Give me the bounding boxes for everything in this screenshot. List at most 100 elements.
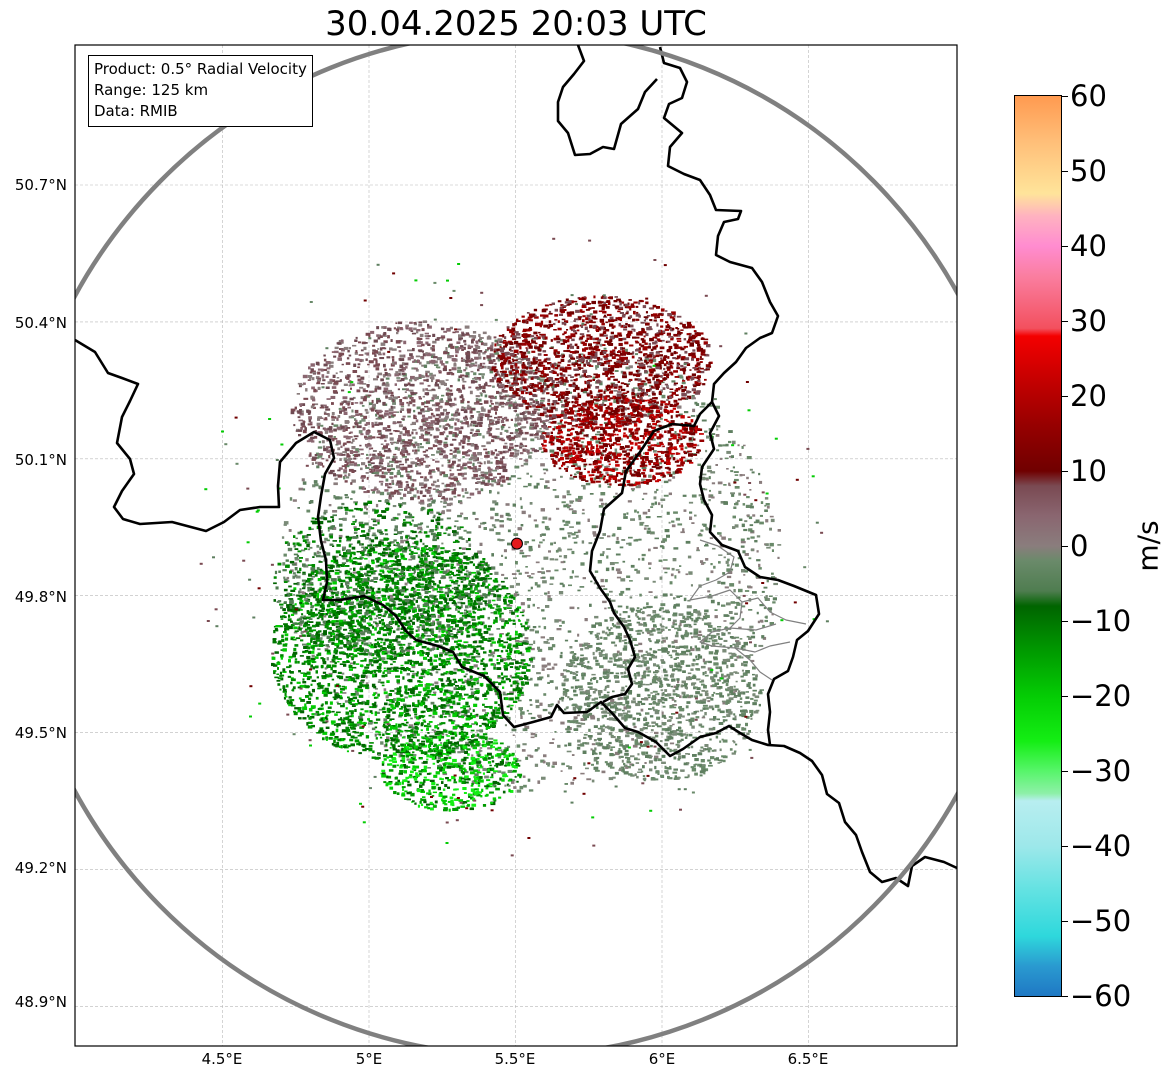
echo-pixel xyxy=(367,592,371,594)
echo-pixel xyxy=(426,727,429,731)
echo-pixel xyxy=(419,443,422,446)
echo-pixel xyxy=(524,571,529,574)
echo-pixel xyxy=(568,584,572,587)
echo-pixel xyxy=(455,745,458,748)
echo-pixel xyxy=(706,435,710,439)
echo-pixel xyxy=(408,553,414,555)
echo-pixel xyxy=(487,577,492,580)
echo-pixel xyxy=(551,765,555,768)
echo-pixel xyxy=(332,581,337,585)
echo-pixel xyxy=(698,630,702,633)
echo-pixel xyxy=(417,554,421,558)
echo-pixel xyxy=(369,706,372,708)
echo-pixel xyxy=(764,597,770,601)
echo-pixel xyxy=(514,423,518,427)
echo-pixel xyxy=(365,682,369,686)
echo-pixel xyxy=(687,599,691,602)
echo-pixel xyxy=(475,722,478,726)
echo-pixel xyxy=(739,453,742,457)
echo-pixel xyxy=(359,630,364,633)
echo-pixel xyxy=(476,429,480,431)
echo-pixel xyxy=(535,749,539,751)
echo-pixel xyxy=(467,646,470,648)
echo-pixel xyxy=(520,505,523,509)
echo-pixel xyxy=(678,413,683,417)
echo-pixel xyxy=(494,649,500,652)
echo-pixel xyxy=(549,583,554,585)
echo-pixel xyxy=(423,630,428,635)
echo-pixel xyxy=(622,704,626,706)
echo-pixel xyxy=(606,548,611,550)
echo-pixel xyxy=(508,643,512,647)
echo-pixel xyxy=(699,406,705,408)
echo-pixel xyxy=(349,662,355,665)
echo-pixel xyxy=(727,558,730,562)
echo-pixel xyxy=(637,629,643,632)
echo-pixel xyxy=(399,577,404,581)
echo-pixel xyxy=(512,734,515,736)
echo-pixel xyxy=(402,703,407,706)
echo-pixel xyxy=(607,483,612,485)
echo-pixel xyxy=(430,701,435,705)
echo-pixel xyxy=(547,595,551,598)
echo-pixel xyxy=(531,573,535,575)
echo-pixel xyxy=(587,518,590,522)
echo-pixel xyxy=(740,538,745,541)
echo-pixel xyxy=(492,423,498,425)
echo-pixel xyxy=(426,555,430,557)
echo-pixel xyxy=(707,590,711,593)
echo-pixel xyxy=(623,706,628,710)
echo-pixel xyxy=(474,696,477,700)
echo-pixel xyxy=(342,738,346,741)
echo-pixel xyxy=(413,409,416,413)
echo-pixel xyxy=(340,738,345,742)
echo-pixel xyxy=(299,602,302,604)
echo-pixel xyxy=(602,402,605,404)
echo-pixel xyxy=(528,576,534,579)
echo-pixel xyxy=(594,525,599,528)
echo-pixel xyxy=(318,713,321,716)
echo-pixel xyxy=(453,574,457,577)
echo-pixel xyxy=(373,581,378,583)
echo-pixel xyxy=(675,717,680,720)
echo-pixel xyxy=(425,692,429,695)
echo-pixel xyxy=(382,559,387,562)
echo-pixel xyxy=(473,703,478,707)
echo-pixel xyxy=(357,734,362,737)
echo-pixel xyxy=(367,718,370,721)
echo-pixel xyxy=(340,641,344,645)
echo-pixel xyxy=(423,563,427,565)
echo-pixel xyxy=(490,461,493,464)
echo-pixel xyxy=(519,677,523,681)
echo-pixel xyxy=(427,723,431,725)
echo-pixel xyxy=(390,738,396,742)
echo-pixel xyxy=(492,579,496,582)
echo-pixel xyxy=(333,689,336,693)
echo-pixel xyxy=(615,468,619,471)
echo-pixel xyxy=(337,658,342,660)
echo-pixel xyxy=(527,351,531,354)
echo-pixel xyxy=(423,694,428,697)
echo-pixel xyxy=(732,515,736,519)
echo-pixel xyxy=(306,611,312,614)
echo-pixel xyxy=(499,617,502,621)
echo-pixel xyxy=(368,662,372,666)
echo-pixel xyxy=(701,477,706,481)
echo-pixel xyxy=(428,587,431,590)
echo-pixel xyxy=(694,645,697,649)
echo-pixel xyxy=(653,709,658,712)
echo-pixel xyxy=(496,597,501,601)
echo-pixel xyxy=(559,527,565,531)
echo-pixel xyxy=(509,611,513,614)
echo-pixel xyxy=(497,703,500,706)
echo-pixel xyxy=(522,665,527,669)
echo-pixel xyxy=(498,638,501,641)
echo-pixel xyxy=(476,411,481,413)
echo-pixel xyxy=(277,677,282,680)
echo-pixel xyxy=(507,745,511,748)
echo-pixel xyxy=(383,471,388,475)
echo-pixel xyxy=(484,664,487,668)
echo-pixel xyxy=(417,680,421,683)
echo-pixel xyxy=(448,598,454,602)
echo-pixel xyxy=(288,664,292,668)
